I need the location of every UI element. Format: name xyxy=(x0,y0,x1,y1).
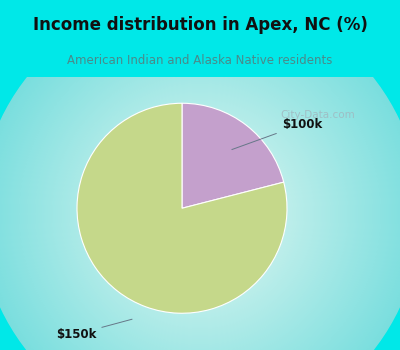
Circle shape xyxy=(110,124,290,304)
Circle shape xyxy=(0,9,400,350)
Circle shape xyxy=(70,84,330,344)
Circle shape xyxy=(171,185,229,243)
Circle shape xyxy=(93,107,307,321)
Circle shape xyxy=(167,181,233,247)
Circle shape xyxy=(158,172,242,256)
Circle shape xyxy=(172,186,228,242)
Circle shape xyxy=(50,64,350,350)
Circle shape xyxy=(162,176,238,252)
Circle shape xyxy=(173,187,227,241)
Circle shape xyxy=(134,148,266,280)
Circle shape xyxy=(151,165,249,263)
Circle shape xyxy=(11,25,389,350)
Circle shape xyxy=(91,105,309,323)
Circle shape xyxy=(137,151,263,277)
Circle shape xyxy=(9,23,391,350)
Circle shape xyxy=(73,87,327,341)
Circle shape xyxy=(53,67,347,350)
Circle shape xyxy=(147,161,253,267)
Circle shape xyxy=(88,102,312,326)
Circle shape xyxy=(47,61,353,350)
Circle shape xyxy=(8,22,392,350)
Circle shape xyxy=(136,150,264,278)
Circle shape xyxy=(179,193,221,235)
Circle shape xyxy=(26,40,374,350)
Circle shape xyxy=(189,203,211,225)
Circle shape xyxy=(127,141,273,287)
Circle shape xyxy=(168,182,232,246)
Text: $150k: $150k xyxy=(56,319,132,341)
Circle shape xyxy=(161,175,239,253)
Circle shape xyxy=(108,122,292,306)
Circle shape xyxy=(35,49,365,350)
Circle shape xyxy=(175,189,225,239)
Circle shape xyxy=(0,10,400,350)
Circle shape xyxy=(46,60,354,350)
Circle shape xyxy=(83,97,317,331)
Circle shape xyxy=(160,174,240,254)
Circle shape xyxy=(191,205,209,223)
Circle shape xyxy=(21,35,379,350)
Circle shape xyxy=(102,116,298,312)
Circle shape xyxy=(82,96,318,332)
Circle shape xyxy=(115,129,285,299)
Text: $100k: $100k xyxy=(232,118,322,149)
Circle shape xyxy=(180,194,220,234)
Circle shape xyxy=(190,204,210,224)
Circle shape xyxy=(57,71,343,350)
Circle shape xyxy=(0,13,400,350)
Circle shape xyxy=(94,108,306,320)
Circle shape xyxy=(77,91,323,337)
Circle shape xyxy=(182,196,218,232)
Circle shape xyxy=(169,183,231,245)
Circle shape xyxy=(114,128,286,300)
Circle shape xyxy=(68,82,332,346)
Circle shape xyxy=(120,134,280,294)
Circle shape xyxy=(197,211,203,217)
Circle shape xyxy=(5,19,395,350)
Circle shape xyxy=(6,20,394,350)
Circle shape xyxy=(16,30,384,350)
Circle shape xyxy=(112,126,288,302)
Circle shape xyxy=(60,74,340,350)
Circle shape xyxy=(44,58,356,350)
Circle shape xyxy=(125,139,275,289)
Circle shape xyxy=(3,17,397,350)
Circle shape xyxy=(118,132,282,296)
Circle shape xyxy=(140,154,260,274)
Circle shape xyxy=(0,7,400,350)
Circle shape xyxy=(178,192,222,236)
Circle shape xyxy=(96,110,304,318)
Circle shape xyxy=(40,54,360,350)
Circle shape xyxy=(75,89,325,339)
Circle shape xyxy=(13,27,387,350)
Circle shape xyxy=(126,140,274,288)
Circle shape xyxy=(42,56,358,350)
Circle shape xyxy=(0,8,400,350)
Circle shape xyxy=(0,4,400,350)
Circle shape xyxy=(31,45,369,350)
Circle shape xyxy=(142,156,258,272)
Circle shape xyxy=(95,109,305,319)
Circle shape xyxy=(105,119,295,309)
Circle shape xyxy=(76,90,324,338)
Circle shape xyxy=(183,197,217,231)
Circle shape xyxy=(199,213,201,215)
Circle shape xyxy=(89,103,311,325)
Circle shape xyxy=(87,101,313,327)
Circle shape xyxy=(113,127,287,301)
Circle shape xyxy=(156,170,244,258)
Circle shape xyxy=(1,15,399,350)
Circle shape xyxy=(64,78,336,350)
Circle shape xyxy=(74,88,326,340)
Circle shape xyxy=(65,79,335,349)
Circle shape xyxy=(184,198,216,230)
Circle shape xyxy=(97,111,303,317)
Circle shape xyxy=(194,208,206,220)
Circle shape xyxy=(43,57,357,350)
Circle shape xyxy=(133,147,267,281)
